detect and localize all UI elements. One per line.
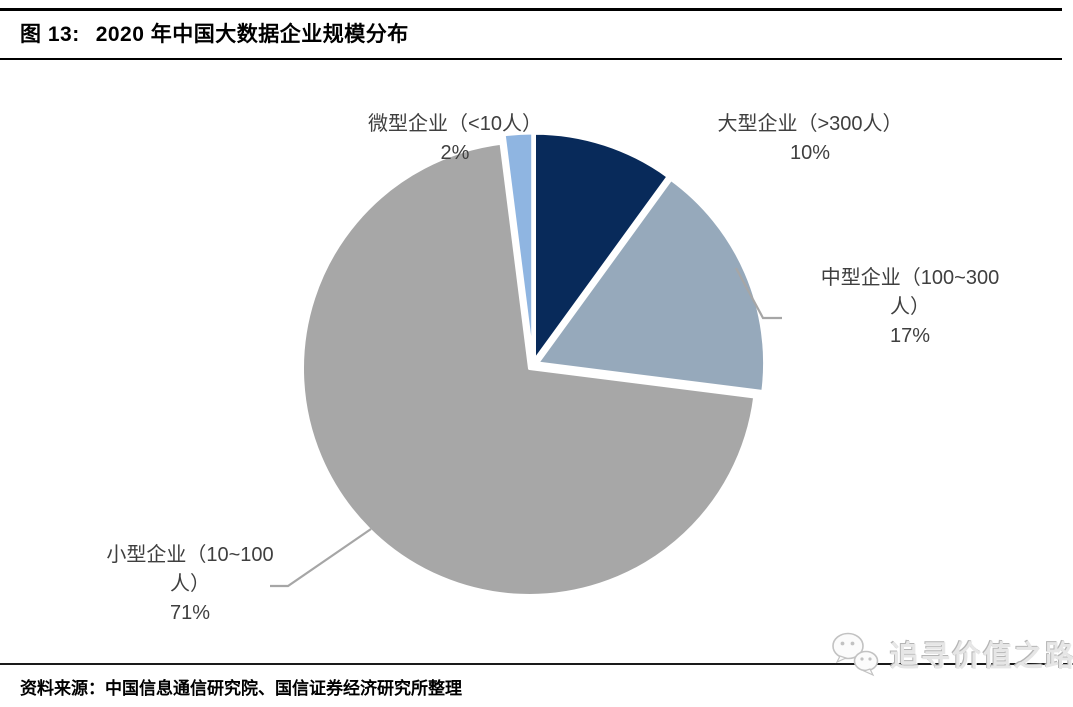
leader-line-medium xyxy=(735,267,782,320)
pie-slice-0 xyxy=(533,131,670,362)
pie-label-micro-name: 微型企业（<10人） xyxy=(368,113,542,135)
pie-label-micro-pct: 2% xyxy=(440,142,470,164)
pie-label-medium-pct: 17% xyxy=(889,325,931,347)
pie-slices-group xyxy=(301,131,767,597)
source-text: 中国信息通信研究院、国信证券经济研究所整理 xyxy=(105,679,462,698)
pie-label-large-pct: 10% xyxy=(789,142,831,164)
wechat-icon xyxy=(832,632,879,677)
top-rule xyxy=(0,8,1062,11)
title-underline-rule xyxy=(0,58,1062,60)
pie-label-small-pct: 71% xyxy=(169,602,211,624)
watermark-text: 追寻价值之路 xyxy=(890,641,1073,673)
pie-label-large: 大型企业（>300人） 10% xyxy=(685,110,935,168)
pie-label-large-name: 大型企业（>300人） xyxy=(717,113,903,135)
pie-label-small: 小型企业（10~100 人） 71% xyxy=(70,541,310,628)
figure-title: 图 13: 2020 年中国大数据企业规模分布 xyxy=(20,18,409,48)
pie-label-medium-name-2: 人） xyxy=(890,296,930,318)
pie-label-micro: 微型企业（<10人） 2% xyxy=(330,110,580,168)
pie-label-small-name-2: 人） xyxy=(170,573,210,595)
pie-label-medium-name-1: 中型企业（100~300 xyxy=(820,267,1000,289)
source-label: 资料来源： xyxy=(20,679,105,698)
pie-slice-3 xyxy=(502,131,535,362)
footer-rule xyxy=(0,663,1073,665)
pie-slice-2 xyxy=(301,141,757,597)
figure-number: 图 13: xyxy=(20,23,80,46)
leader-line-small xyxy=(270,528,372,588)
figure-title-text: 2020 年中国大数据企业规模分布 xyxy=(95,23,409,46)
pie-label-small-name-1: 小型企业（10~100 xyxy=(106,544,274,566)
watermark: 追寻价值之路 xyxy=(828,631,1073,677)
source-note: 资料来源：中国信息通信研究院、国信证券经济研究所整理 xyxy=(20,674,462,699)
pie-label-medium: 中型企业（100~300 人） 17% xyxy=(790,264,1030,351)
pie-slice-1 xyxy=(536,177,767,393)
